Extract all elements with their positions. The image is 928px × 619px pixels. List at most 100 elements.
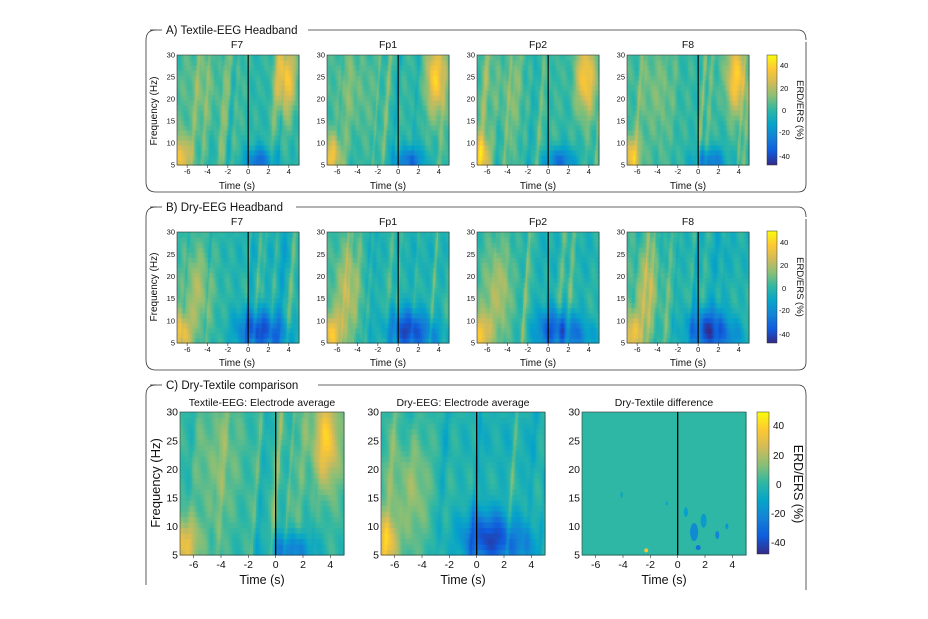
heatmap-cell <box>375 60 378 66</box>
heatmap-cell <box>208 105 211 111</box>
heatmap-cell <box>440 55 443 61</box>
heatmap-cell <box>333 90 336 96</box>
heatmap-cell <box>446 85 449 91</box>
heatmap-cell <box>343 90 346 96</box>
heatmap-cell <box>389 160 392 166</box>
heatmap-cell <box>378 90 381 96</box>
heatmap-cell <box>512 110 515 116</box>
section-a-title: A) Textile-EEG Headband <box>166 25 297 37</box>
heatmap-cell <box>369 135 371 141</box>
heatmap-cell <box>519 125 521 131</box>
heatmap-cell <box>369 140 371 146</box>
heatmap-cell <box>267 140 270 146</box>
heatmap-cell <box>375 55 378 61</box>
heatmap-cell <box>239 55 242 61</box>
heatmap-cell <box>482 90 485 96</box>
heatmap-cell <box>290 160 293 166</box>
heatmap-cell <box>425 135 428 141</box>
heatmap-cell <box>420 135 423 141</box>
heatmap-cell <box>355 120 358 126</box>
heatmap-cell <box>434 120 437 126</box>
heatmap-cell <box>350 105 352 111</box>
heatmap-cell <box>258 65 261 71</box>
heatmap-cell <box>377 115 380 121</box>
heatmap-cell <box>284 140 287 146</box>
heatmap-cell <box>446 100 449 106</box>
heatmap-cell <box>415 95 418 101</box>
heatmap-cell <box>344 160 347 166</box>
heatmap-cell <box>431 95 434 101</box>
heatmap-cell <box>185 60 188 66</box>
heatmap-cell <box>435 115 438 121</box>
heatmap-cell <box>432 145 435 151</box>
heatmap-cell <box>497 150 500 156</box>
heatmap-cell <box>290 95 293 101</box>
heatmap-cell <box>285 150 288 156</box>
heatmap-cell <box>177 65 179 71</box>
heatmap-cell <box>339 80 342 86</box>
heatmap-cell <box>201 150 204 156</box>
heatmap-cell <box>479 100 482 106</box>
heatmap-cell <box>343 85 346 91</box>
heatmap-cell <box>336 110 339 116</box>
heatmap-cell <box>485 140 488 146</box>
heatmap-cell <box>444 55 447 61</box>
heatmap-cell <box>204 85 207 91</box>
heatmap-cell <box>425 85 428 91</box>
heatmap-cell <box>351 160 354 166</box>
heatmap-cell <box>351 95 354 101</box>
heatmap-cell <box>359 150 362 156</box>
heatmap-cell <box>430 130 432 136</box>
heatmap-cell <box>493 90 496 96</box>
heatmap-cell <box>382 140 385 146</box>
heatmap-cell <box>179 130 182 136</box>
heatmap-cell <box>436 65 439 71</box>
heatmap-cell <box>246 90 249 96</box>
heatmap-cell <box>202 70 205 76</box>
heatmap-cell <box>208 90 211 96</box>
heatmap-cell <box>498 135 501 141</box>
heatmap-cell <box>235 95 238 101</box>
heatmap-cell <box>204 100 207 106</box>
heatmap-cell <box>233 150 236 156</box>
heatmap-cell <box>209 160 212 166</box>
heatmap-cell <box>359 135 362 141</box>
heatmap-cell <box>408 160 411 166</box>
heatmap-cell <box>243 95 246 101</box>
heatmap-cell <box>444 85 447 91</box>
heatmap-cell <box>190 100 193 106</box>
heatmap-cell <box>336 125 339 131</box>
heatmap-cell <box>228 130 231 136</box>
heatmap-cell <box>261 90 263 96</box>
heatmap-cell <box>408 115 411 121</box>
heatmap-cell <box>421 85 424 91</box>
heatmap-cell <box>481 65 484 71</box>
heatmap-cell <box>285 95 288 101</box>
heatmap-cell <box>265 145 268 151</box>
heatmap-cell <box>229 75 232 81</box>
heatmap-cell <box>505 145 508 151</box>
heatmap-cell <box>286 140 289 146</box>
heatmap-cell <box>288 75 291 81</box>
heatmap-cell <box>198 95 201 101</box>
heatmap-cell <box>378 85 381 91</box>
heatmap-cell <box>344 60 347 66</box>
heatmap-cell <box>519 100 521 106</box>
heatmap-cell <box>374 90 377 96</box>
heatmap-cell <box>408 80 411 86</box>
heatmap-cell <box>360 70 363 76</box>
heatmap-cell <box>290 150 293 156</box>
heatmap-cell <box>259 60 262 66</box>
heatmap-cell <box>328 125 331 131</box>
heatmap-cell <box>210 125 213 131</box>
heatmap-cell <box>244 65 247 71</box>
heatmap-cell <box>197 60 200 66</box>
heatmap-cell <box>424 85 427 91</box>
heatmap-cell <box>190 70 193 76</box>
heatmap-cell <box>290 80 293 86</box>
heatmap-cell <box>486 105 489 111</box>
heatmap-cell <box>239 60 242 66</box>
heatmap-cell <box>382 65 385 71</box>
heatmap-cell <box>495 160 498 166</box>
heatmap-cell <box>398 115 401 121</box>
